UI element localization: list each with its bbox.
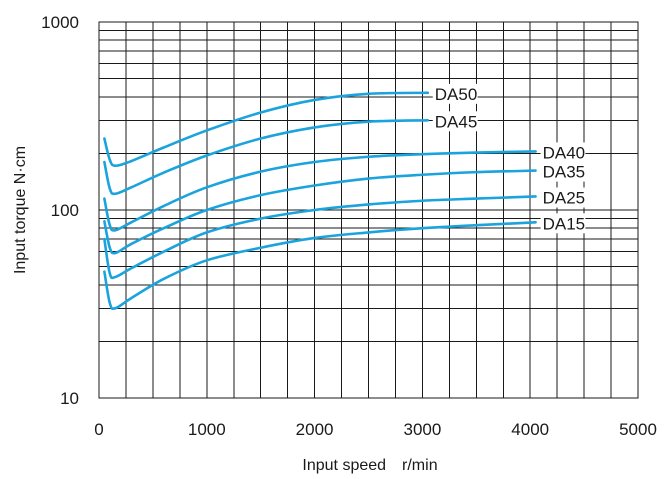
series-line-da40 [103, 150, 537, 232]
series-label-da45: DA45 [435, 112, 478, 131]
series-label-da15: DA15 [543, 214, 586, 233]
y-tick-label: 1000 [41, 13, 79, 32]
series-line-da50 [103, 91, 430, 168]
x-tick-label: 1000 [188, 420, 226, 439]
plot-frame [98, 21, 639, 399]
series-label-background [540, 187, 586, 208]
x-tick-label: 3000 [403, 420, 441, 439]
series-label-background [540, 161, 586, 182]
series-label-background [432, 111, 478, 132]
series-lines [103, 91, 537, 310]
series-label-da50: DA50 [435, 85, 478, 104]
series-label-da35: DA35 [543, 163, 586, 182]
series-label-da25: DA25 [543, 188, 586, 207]
series-label-background [540, 142, 586, 163]
x-axis-title: Input speed r/min [302, 457, 437, 474]
series-label-background [540, 213, 586, 234]
y-tick-label: 100 [51, 201, 79, 220]
x-tick-label: 5000 [619, 420, 657, 439]
x-tick-label: 2000 [296, 420, 334, 439]
series-line-da15 [103, 221, 537, 310]
series-label-background [432, 83, 478, 104]
x-tick-label: 4000 [511, 420, 549, 439]
x-tick-label: 0 [94, 420, 103, 439]
y-tick-label: 10 [60, 389, 79, 408]
y-axis-title: Input torque N·cm [12, 146, 29, 274]
grid [99, 22, 638, 398]
series-line-da35 [103, 169, 537, 255]
series-line-da25 [103, 195, 537, 280]
tick-labels: 0 1000 2000 3000 4000 5000 10 100 1000 [41, 13, 657, 439]
series-label-da40: DA40 [543, 143, 586, 162]
series-line-da45 [103, 119, 430, 196]
